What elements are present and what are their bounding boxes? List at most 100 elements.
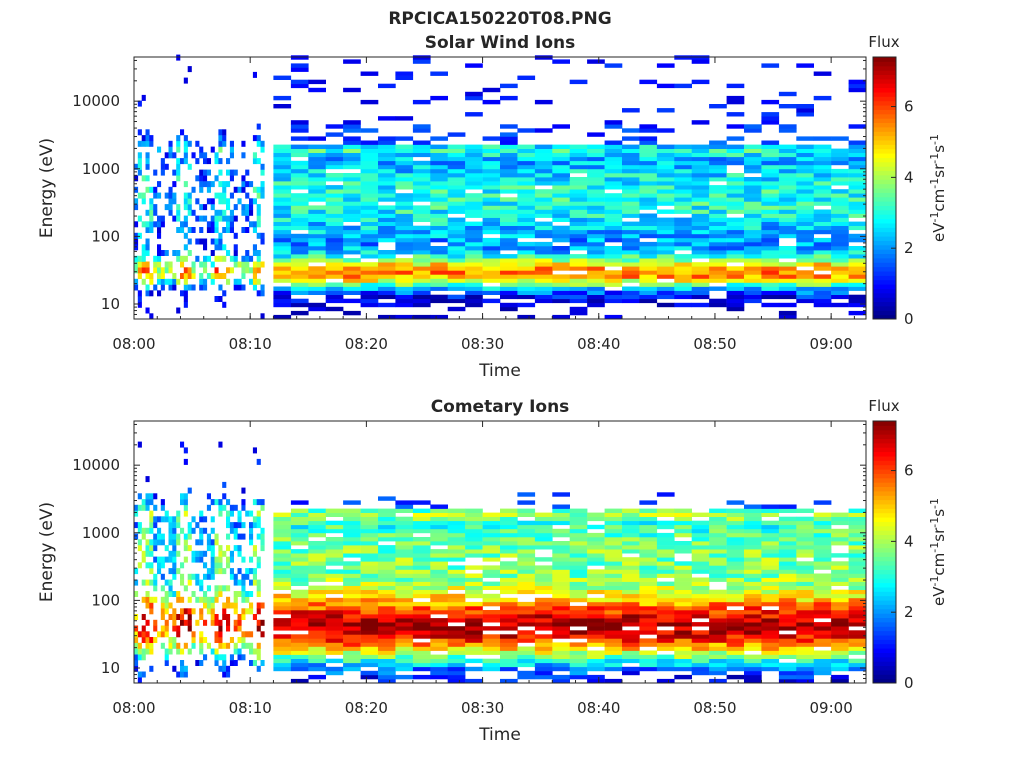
- heat-cell: [160, 250, 165, 256]
- heat-cell: [256, 648, 261, 655]
- heat-cell: [290, 237, 309, 243]
- heat-cell: [778, 189, 797, 194]
- heat-cell: [218, 215, 223, 222]
- heat-cell: [183, 619, 188, 626]
- heat-cell: [210, 539, 215, 546]
- heat-cell: [534, 241, 553, 247]
- heat-cell: [360, 185, 379, 190]
- heat-cell: [587, 634, 605, 639]
- heat-cell: [360, 601, 379, 607]
- heat-cell: [761, 112, 780, 117]
- heat-cell: [203, 654, 208, 661]
- heat-cell: [674, 168, 692, 174]
- heat-cell: [430, 185, 448, 190]
- heat-cell: [226, 665, 231, 672]
- heat-cell: [214, 585, 219, 592]
- heat-cell: [604, 614, 623, 619]
- heat-cell: [241, 227, 246, 233]
- heat-cell: [517, 585, 536, 590]
- heat-cell: [674, 262, 692, 267]
- heat-cell: [761, 610, 780, 615]
- heat-cell: [343, 189, 361, 194]
- heat-cell: [691, 666, 710, 672]
- heat-cell: [761, 189, 780, 194]
- heat-cell: [778, 545, 797, 550]
- heat-cell: [252, 261, 257, 268]
- heat-cell: [761, 524, 780, 530]
- heat-cell: [848, 225, 867, 231]
- heat-cell: [552, 274, 570, 279]
- heat-cell: [813, 201, 832, 206]
- heat-cell: [378, 654, 396, 659]
- heat-cell: [176, 146, 181, 153]
- heat-cell: [273, 512, 292, 517]
- heat-cell: [343, 618, 361, 623]
- heat-cell: [778, 670, 797, 676]
- heat-cell: [726, 233, 745, 239]
- heat-cell: [639, 286, 658, 291]
- heat-cell: [639, 205, 658, 210]
- heat-cell: [273, 95, 292, 101]
- heat-cell: [622, 221, 640, 226]
- heat-cell: [587, 209, 605, 214]
- heat-cell: [709, 258, 727, 263]
- heat-cell: [395, 589, 414, 595]
- heat-cell: [149, 313, 154, 320]
- heat-cell: [796, 670, 814, 676]
- colorbar-tick-label: 2: [904, 239, 914, 257]
- heat-cell: [164, 261, 169, 268]
- heat-cell: [534, 646, 553, 651]
- heat-cell: [447, 512, 466, 517]
- heat-cell: [214, 619, 219, 626]
- heat-cell: [569, 237, 588, 243]
- heat-cell: [848, 254, 867, 259]
- heat-cell: [778, 201, 797, 206]
- heat-cell: [622, 516, 640, 522]
- heat-cell: [604, 213, 623, 218]
- heat-cell: [674, 605, 692, 611]
- heat-cell: [796, 666, 814, 672]
- heat-cell: [517, 229, 536, 235]
- heat-cell: [180, 671, 185, 678]
- heat-cell: [517, 302, 536, 308]
- heat-cell: [534, 557, 553, 562]
- heat-cell: [308, 642, 326, 647]
- heat-cell: [164, 556, 169, 563]
- heat-cell: [465, 233, 483, 239]
- heat-cell: [378, 148, 396, 153]
- heat-cell: [831, 541, 849, 546]
- heat-cell: [214, 221, 219, 228]
- heat-cell: [237, 261, 242, 268]
- x-tick-label: 08:30: [461, 335, 504, 353]
- heat-cell: [639, 605, 658, 611]
- heat-cell: [796, 185, 814, 190]
- heat-cell: [180, 227, 185, 233]
- heat-cell: [709, 237, 727, 243]
- heat-cell: [587, 626, 605, 631]
- heat-cell: [761, 662, 780, 668]
- heat-cell: [176, 175, 181, 182]
- heat-cell: [222, 244, 227, 251]
- heat-cell: [465, 201, 483, 206]
- heat-cell: [141, 550, 146, 557]
- heat-cell: [180, 499, 185, 506]
- heat-cell: [796, 589, 814, 595]
- heat-cell: [360, 549, 379, 554]
- heat-cell: [153, 533, 158, 540]
- heat-cell: [848, 662, 867, 668]
- heat-cell: [465, 95, 483, 101]
- heat-cell: [343, 634, 361, 639]
- heat-cell: [378, 610, 396, 615]
- heat-cell: [195, 550, 200, 557]
- heat-cell: [141, 625, 146, 632]
- heat-cell: [343, 524, 361, 530]
- heat-cell: [691, 270, 710, 275]
- heat-cell: [308, 136, 326, 141]
- heat-cell: [153, 522, 158, 529]
- heat-cell: [848, 618, 867, 623]
- heat-cell: [674, 581, 692, 586]
- heat-cell: [395, 541, 414, 546]
- heat-cell: [226, 169, 231, 176]
- heat-cell: [252, 568, 257, 575]
- heat-cell: [674, 646, 692, 651]
